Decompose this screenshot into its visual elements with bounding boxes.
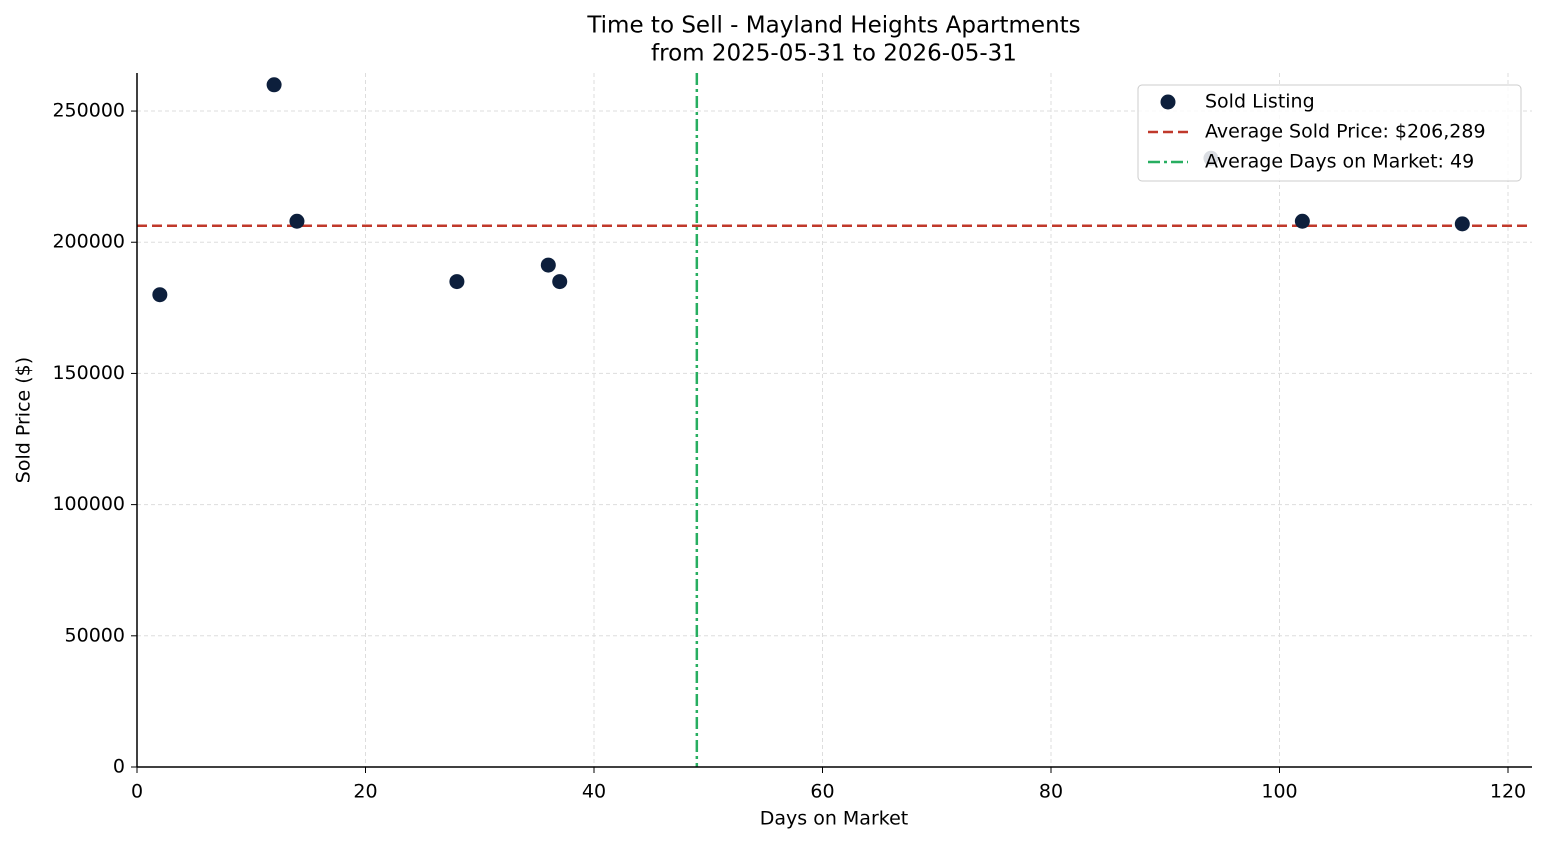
x-tick-label: 80 — [1039, 781, 1063, 803]
y-tick-label: 200000 — [52, 231, 125, 253]
x-tick-label: 0 — [131, 781, 143, 803]
point — [540, 257, 556, 273]
point — [449, 274, 465, 290]
legend-label: Average Days on Market: 49 — [1205, 151, 1474, 173]
chart-subtitle: from 2025-05-31 to 2026-05-31 — [651, 41, 1017, 67]
point — [1294, 213, 1310, 229]
point — [266, 77, 282, 93]
legend-label: Sold Listing — [1205, 91, 1315, 113]
y-tick-label: 100000 — [52, 493, 125, 515]
legend-box — [1137, 84, 1522, 182]
legend: Sold Listing Average Sold Price: $206,289… — [1137, 84, 1522, 182]
y-axis-label: Sold Price ($) — [13, 357, 35, 483]
y-tick-label: 250000 — [52, 100, 125, 122]
y-tick-label: 150000 — [52, 362, 125, 384]
y-tick-label: 0 — [113, 756, 125, 778]
point — [1454, 216, 1470, 232]
legend-label: Average Sold Price: $206,289 — [1205, 121, 1486, 143]
legend-marker — [1160, 94, 1176, 110]
x-axis-label: Days on Market — [760, 808, 908, 830]
chart-title: Time to Sell - Mayland Heights Apartment… — [586, 13, 1080, 39]
point — [289, 213, 305, 229]
point — [552, 274, 568, 290]
y-tick-label: 50000 — [65, 624, 125, 646]
x-tick-label: 60 — [810, 781, 834, 803]
x-tick-label: 20 — [353, 781, 377, 803]
x-tick-label: 120 — [1490, 781, 1526, 803]
point — [152, 287, 168, 303]
x-tick-label: 40 — [582, 781, 606, 803]
x-tick-label: 100 — [1261, 781, 1297, 803]
